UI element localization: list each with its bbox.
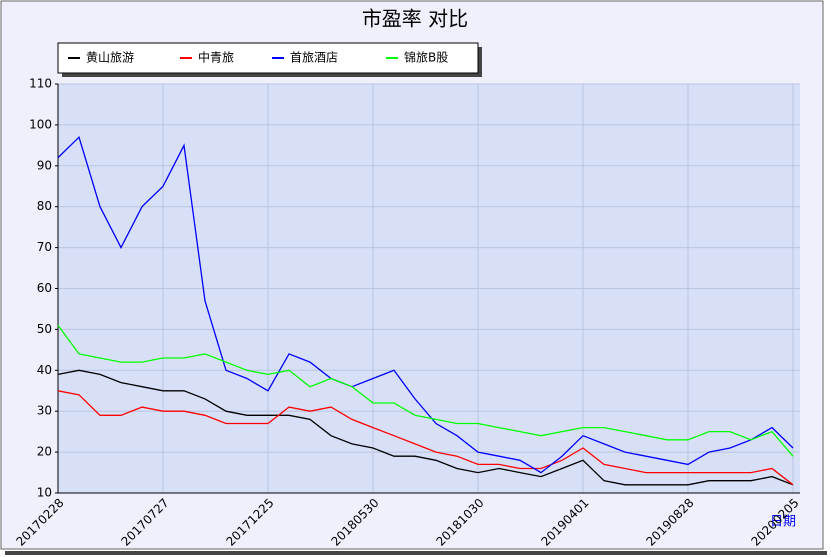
legend-label: 中青旅 xyxy=(198,50,234,65)
line-series xyxy=(57,135,794,474)
legend-label: 首旅酒店 xyxy=(290,51,338,65)
x-axis-label: 日期 xyxy=(770,515,796,530)
line-series xyxy=(57,390,794,486)
legend-label: 黄山旅游 xyxy=(86,51,134,65)
legend: 黄山旅游 中青旅 首旅酒店 锦旅B股 xyxy=(57,42,482,77)
y-tick-label: 30 xyxy=(37,404,52,418)
y-tick-label: 10 xyxy=(37,486,52,500)
y-tick-label: 60 xyxy=(37,281,52,295)
y-tick-label: 50 xyxy=(37,322,52,336)
frame-shadow xyxy=(5,551,827,555)
legend-label: 锦旅B股 xyxy=(404,51,448,65)
y-tick-label: 40 xyxy=(37,363,52,377)
y-tick-label: 80 xyxy=(37,199,52,213)
y-tick-label: 110 xyxy=(29,77,52,91)
y-tick-label: 20 xyxy=(37,445,52,459)
legend-box xyxy=(57,42,479,74)
y-tick-label: 70 xyxy=(37,240,52,254)
line-series xyxy=(57,369,794,486)
y-tick-label: 100 xyxy=(29,117,52,131)
chart-title: 市盈率 对比 xyxy=(362,7,468,31)
y-tick-label: 90 xyxy=(37,158,52,172)
line-series xyxy=(57,324,794,457)
